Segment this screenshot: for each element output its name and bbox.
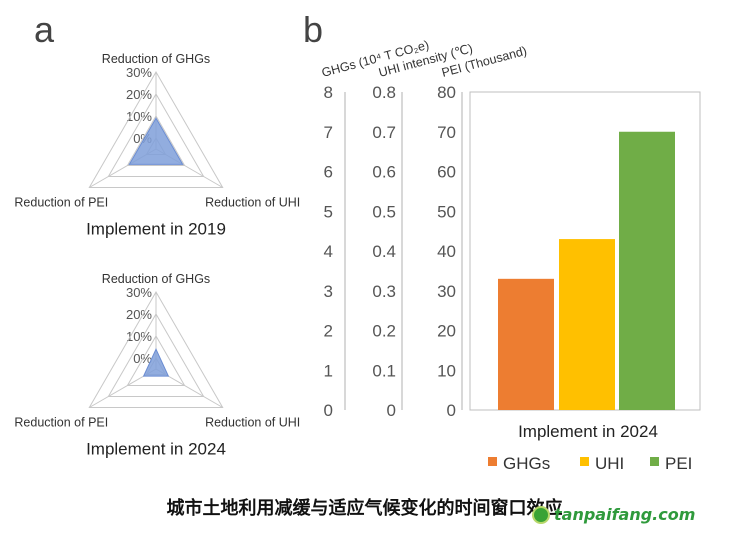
radar-gridline: [126, 335, 186, 386]
legend-swatch-ghgs: [488, 457, 497, 466]
radar-axis-label-uhi: Reduction of UHI: [205, 196, 300, 210]
radar-tick-label: 20%: [126, 87, 152, 102]
radar-gridline: [88, 71, 224, 188]
legend-label-uhi: UHI: [595, 454, 624, 473]
bar-tick-label: 2: [324, 322, 333, 341]
bar-tick-label: 0.3: [372, 282, 396, 301]
bar-tick-label: 70: [437, 123, 456, 142]
bar-tick-label: 20: [437, 322, 456, 341]
bar-tick-label: 8: [324, 83, 333, 102]
radar-data-area: [142, 348, 170, 377]
radar-gridline: [107, 312, 205, 397]
bar-tick-label: 1: [324, 361, 333, 380]
radar-tick-label: 20%: [126, 307, 152, 322]
watermark-logo-icon: [532, 506, 550, 524]
radar-axis-label-ghgs: Reduction of GHGs: [102, 272, 210, 286]
bar-tick-label: 5: [324, 202, 333, 221]
bar-tick-label: 0: [324, 401, 333, 420]
radar-tick-label: 30%: [126, 65, 152, 80]
bar-uhi: [559, 239, 615, 410]
bar-chart-title: Implement in 2024: [518, 422, 658, 441]
radar-gridline: [126, 115, 186, 166]
bar-tick-label: 0.4: [372, 242, 396, 261]
figure-caption: 城市土地利用减缓与适应气候变化的时间窗口效应: [166, 498, 563, 519]
bar-tick-label: 3: [324, 282, 333, 301]
bar-tick-label: 0.8: [372, 83, 396, 102]
bar-ghgs: [498, 278, 554, 410]
radar-tick-label: 30%: [126, 285, 152, 300]
legend-swatch-uhi: [580, 457, 589, 466]
panel-label-a: a: [34, 9, 55, 50]
radar-axis-label-uhi: Reduction of UHI: [205, 416, 300, 430]
bar-pei: [619, 131, 675, 410]
radar-data-area: [128, 117, 184, 165]
bar-tick-label: 30: [437, 282, 456, 301]
bar-tick-label: 0.7: [372, 123, 396, 142]
bar-tick-label: 0: [387, 401, 396, 420]
radar-title: Implement in 2019: [86, 220, 226, 239]
bar-tick-label: 60: [437, 163, 456, 182]
bar-tick-label: 0.6: [372, 163, 396, 182]
bar-tick-label: 40: [437, 242, 456, 261]
bar-tick-label: 0: [447, 401, 456, 420]
bar-tick-label: 80: [437, 83, 456, 102]
bar-tick-label: 50: [437, 202, 456, 221]
panel-label-b: b: [303, 9, 323, 50]
bar-tick-label: 0.2: [372, 322, 396, 341]
radar-axis-label-ghgs: Reduction of GHGs: [102, 52, 210, 66]
legend-swatch-pei: [650, 457, 659, 466]
radar-title: Implement in 2024: [86, 440, 226, 459]
watermark-text: tanpaifang.com: [554, 505, 696, 524]
bar-tick-label: 10: [437, 361, 456, 380]
radar-gridline: [107, 92, 205, 177]
bar-tick-label: 4: [324, 242, 333, 261]
radar-gridline: [88, 291, 224, 408]
bar-tick-label: 6: [324, 163, 333, 182]
bar-tick-label: 0.5: [372, 202, 396, 221]
radar-axis-label-pei: Reduction of PEI: [14, 196, 108, 210]
radar-axis-label-pei: Reduction of PEI: [14, 416, 108, 430]
bar-tick-label: 0.1: [372, 361, 396, 380]
legend-label-pei: PEI: [665, 454, 692, 473]
watermark: tanpaifang.com: [532, 505, 727, 527]
bar-chart-2024: 01234567800.10.20.30.40.50.60.70.8010203…: [320, 38, 701, 473]
legend-label-ghgs: GHGs: [503, 454, 550, 473]
bar-tick-label: 7: [324, 123, 333, 142]
